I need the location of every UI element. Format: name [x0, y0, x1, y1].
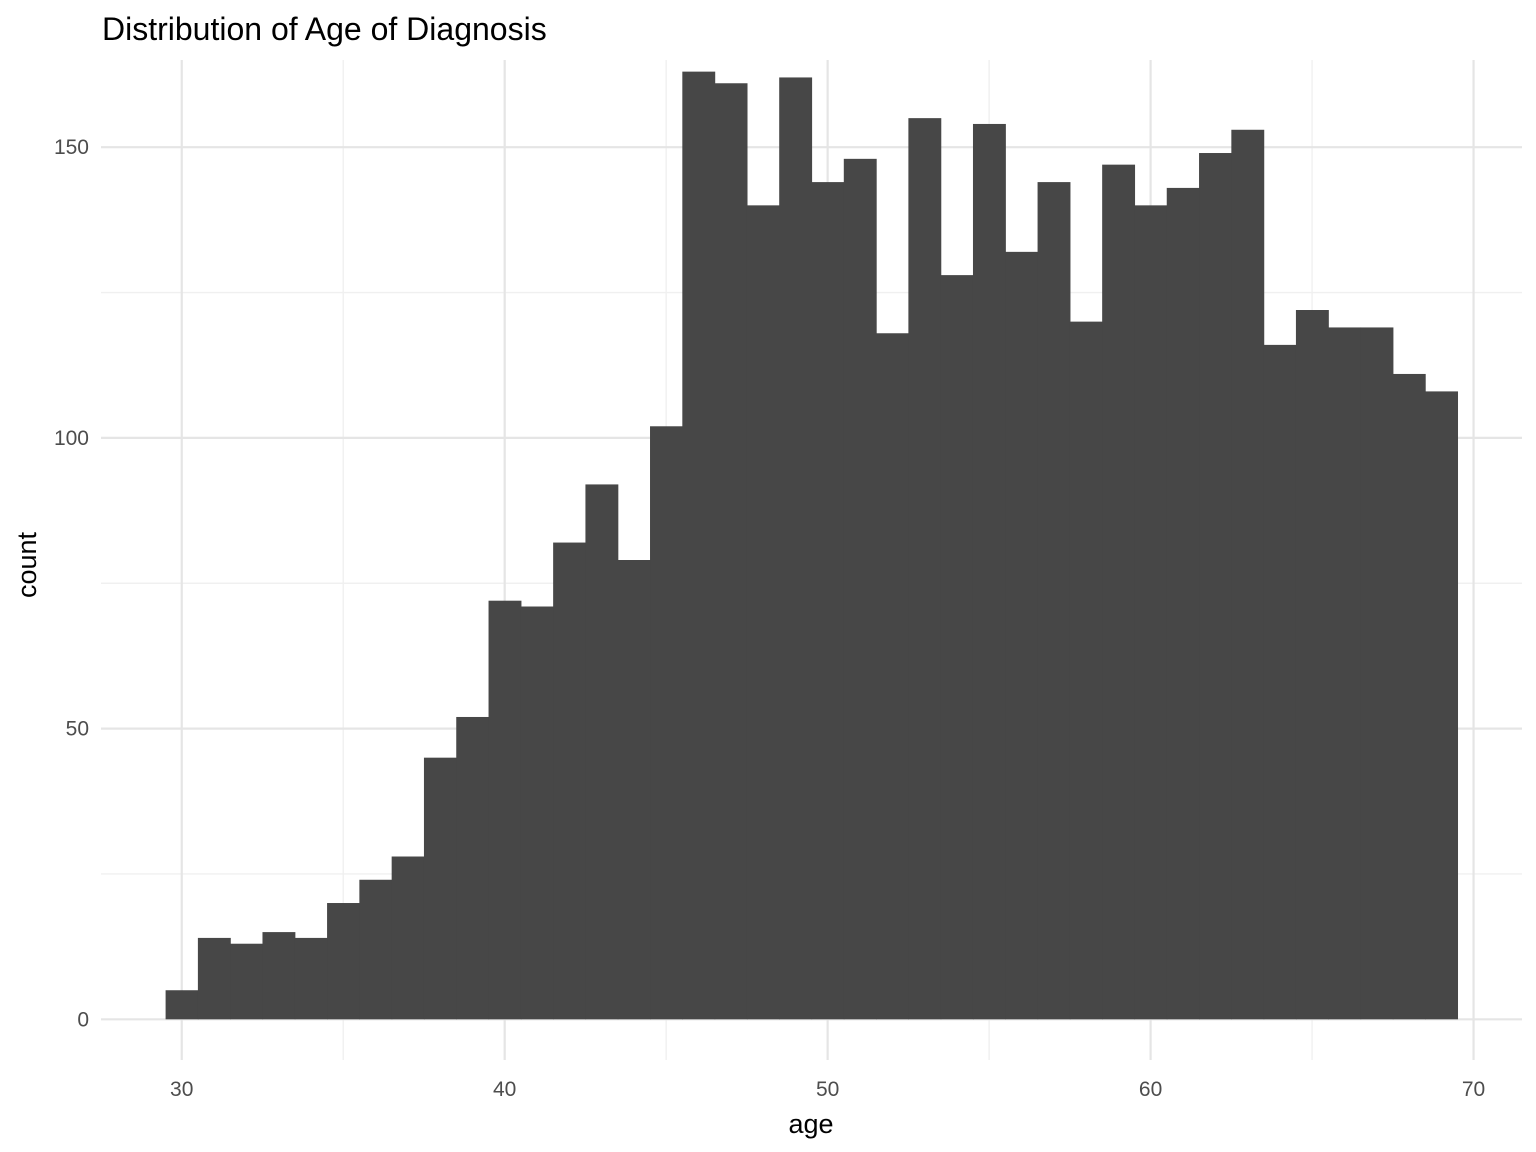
- histogram-bar: [553, 542, 587, 1020]
- histogram-bar: [1005, 251, 1039, 1020]
- histogram-bars: [165, 71, 1459, 1020]
- y-tick-label: 100: [54, 427, 89, 450]
- histogram-bar: [908, 118, 942, 1020]
- histogram-bar: [650, 426, 683, 1020]
- histogram-bar: [779, 77, 813, 1020]
- y-tick-label: 0: [77, 1008, 89, 1031]
- histogram-bar: [359, 879, 393, 1020]
- histogram-bar: [456, 716, 490, 1020]
- y-tick-label: 50: [66, 718, 89, 741]
- histogram-bar: [714, 83, 748, 1020]
- x-tick-label: 40: [493, 1078, 516, 1101]
- histogram-bar: [520, 606, 554, 1020]
- histogram-bar: [423, 757, 457, 1020]
- x-tick-label: 70: [1462, 1078, 1485, 1101]
- histogram-bar: [876, 333, 909, 1020]
- y-axis-title: count: [12, 531, 42, 598]
- histogram-bar: [165, 990, 199, 1020]
- histogram-bar: [1166, 187, 1200, 1020]
- histogram-bar: [811, 182, 845, 1020]
- histogram-bar: [1069, 321, 1103, 1020]
- histogram-bar: [1328, 327, 1362, 1020]
- histogram-bar: [197, 937, 231, 1020]
- histogram-bar: [746, 205, 780, 1020]
- histogram-bar: [230, 943, 264, 1020]
- x-axis-title: age: [788, 1109, 833, 1139]
- histogram-bar: [327, 903, 360, 1020]
- histogram-bar: [682, 71, 716, 1020]
- histogram-bar: [972, 123, 1006, 1020]
- chart-title: Distribution of Age of Diagnosis: [102, 11, 547, 47]
- histogram-bar: [1295, 310, 1329, 1020]
- x-tick-label: 30: [170, 1078, 193, 1101]
- histogram-bar: [1102, 164, 1136, 1020]
- y-tick-label: 150: [54, 136, 89, 159]
- histogram-bar: [262, 932, 296, 1020]
- histogram-bar: [488, 600, 522, 1020]
- x-tick-label: 50: [816, 1078, 839, 1101]
- histogram-bar: [1360, 327, 1394, 1020]
- histogram-bar: [843, 158, 877, 1020]
- histogram-bar: [617, 560, 651, 1020]
- histogram-bar: [1263, 344, 1297, 1020]
- histogram-bar: [294, 937, 328, 1020]
- histogram-bar: [1134, 205, 1168, 1020]
- y-axis-ticks: 0 50 100 150: [54, 136, 89, 1031]
- histogram-bar: [1037, 182, 1071, 1020]
- histogram-bar: [391, 856, 425, 1020]
- histogram-bar: [1231, 129, 1265, 1020]
- histogram-bar: [585, 484, 619, 1020]
- histogram-bar: [1392, 373, 1426, 1020]
- histogram-bar: [1199, 153, 1232, 1020]
- histogram-bar: [940, 275, 974, 1020]
- x-axis-ticks: 30 40 50 60 70: [170, 1078, 1485, 1101]
- histogram-bar: [1425, 391, 1459, 1020]
- x-tick-label: 60: [1139, 1078, 1162, 1101]
